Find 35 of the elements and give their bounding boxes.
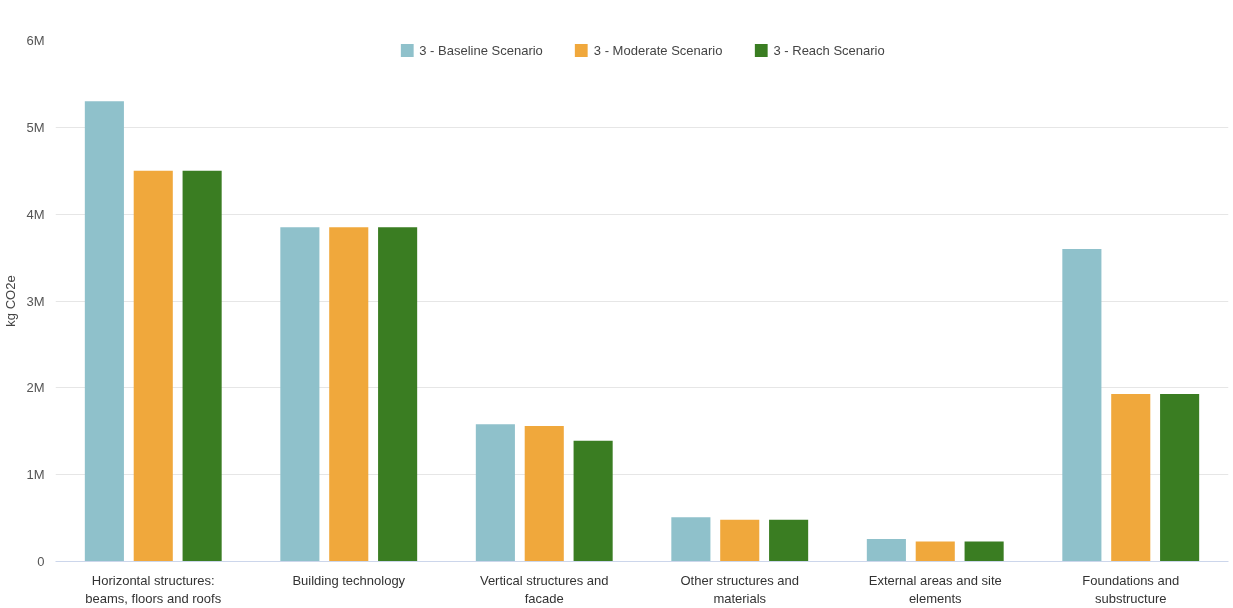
y-tick-label: 5M	[26, 119, 45, 135]
bar	[524, 426, 564, 562]
bar	[378, 227, 418, 562]
bar	[573, 440, 613, 562]
x-tick-label: External areas and site elements	[868, 572, 1002, 606]
bar	[133, 170, 173, 562]
x-tick-label: Horizontal structures: beams, floors and roofs	[85, 572, 222, 606]
bar	[720, 519, 760, 562]
bar	[866, 538, 906, 562]
y-tick-label: 4M	[26, 206, 45, 222]
bar	[1111, 393, 1151, 562]
bar	[1160, 393, 1200, 562]
bar	[915, 541, 955, 562]
legend-label: 3 - Baseline Scenario	[419, 42, 543, 58]
bar	[1062, 248, 1102, 562]
x-tick-label: Vertical structures and facade	[479, 572, 609, 606]
y-tick-label: 3M	[26, 293, 45, 309]
legend-label: 3 - Reach Scenario	[773, 42, 885, 58]
x-tick-label: Foundations and substructure	[1082, 572, 1180, 606]
bar	[84, 101, 124, 562]
y-axis-title: kg CO2e	[3, 275, 19, 327]
legend-label: 3 - Moderate Scenario	[593, 42, 723, 58]
bar	[671, 517, 711, 562]
y-tick-label: 6M	[26, 33, 45, 48]
x-tick-label: Building technology	[292, 572, 406, 588]
bar	[329, 227, 369, 562]
x-tick-label: Other structures and materials	[680, 572, 799, 606]
y-tick-label: 0	[37, 554, 45, 569]
y-tick-label: 1M	[26, 467, 45, 483]
bar	[769, 519, 809, 562]
bar	[475, 424, 515, 562]
y-tick-label: 2M	[26, 380, 45, 396]
bar	[280, 227, 320, 562]
bar	[182, 170, 222, 562]
bar	[964, 541, 1004, 562]
